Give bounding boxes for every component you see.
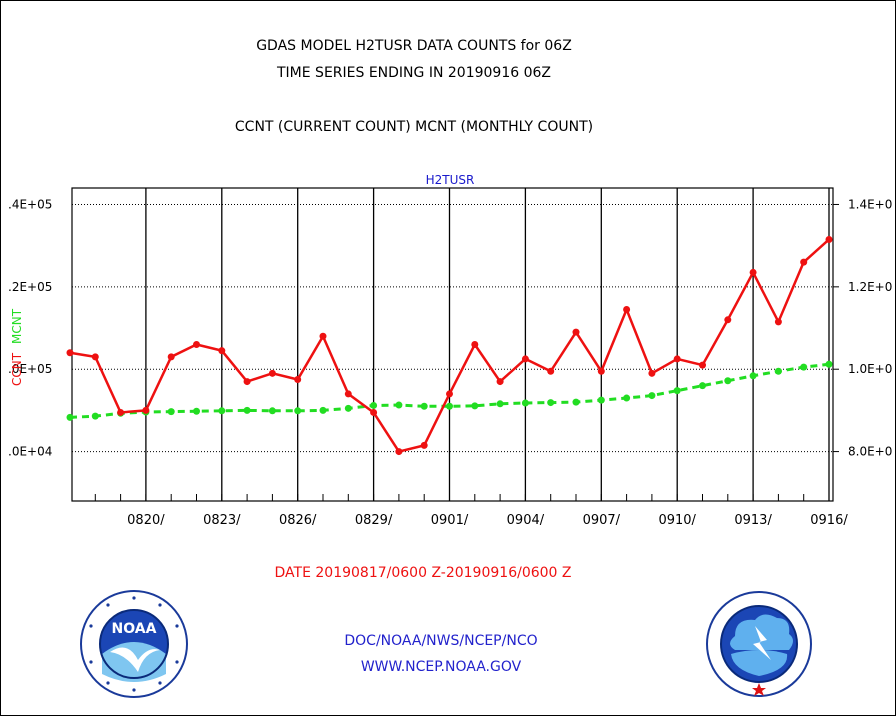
nws-logo bbox=[706, 591, 812, 697]
point-mcnt bbox=[724, 377, 732, 385]
point-mcnt bbox=[774, 367, 782, 375]
point-ccnt bbox=[749, 268, 757, 276]
point-ccnt bbox=[774, 318, 782, 326]
x-tick-label: 0826/ bbox=[279, 513, 317, 528]
x-tick-label: 0904/ bbox=[507, 513, 545, 528]
point-ccnt bbox=[547, 367, 555, 375]
point-ccnt bbox=[319, 332, 327, 340]
point-mcnt bbox=[167, 408, 175, 416]
point-mcnt bbox=[193, 407, 200, 415]
y-left-tick-label: .2E+05 bbox=[8, 280, 52, 294]
point-ccnt bbox=[648, 369, 656, 377]
point-ccnt bbox=[597, 367, 605, 375]
y-left-tick-label: .0E+05 bbox=[8, 362, 52, 376]
point-mcnt bbox=[243, 406, 251, 414]
point-mcnt bbox=[66, 413, 74, 421]
y-right-tick-label: 1.4E+0 bbox=[848, 197, 892, 211]
point-mcnt bbox=[749, 372, 757, 380]
point-mcnt bbox=[471, 402, 479, 410]
noaa-logo: NOAA bbox=[80, 590, 188, 698]
x-tick-label: 0913/ bbox=[734, 513, 772, 528]
point-mcnt bbox=[825, 360, 833, 368]
point-ccnt bbox=[446, 390, 453, 398]
x-tick-label: 0823/ bbox=[203, 513, 241, 528]
chart-subtitle: TIME SERIES ENDING IN 20190916 06Z bbox=[277, 65, 551, 81]
point-mcnt bbox=[370, 401, 378, 409]
point-mcnt bbox=[446, 402, 453, 410]
point-ccnt bbox=[800, 258, 808, 266]
point-ccnt bbox=[420, 441, 428, 449]
point-ccnt bbox=[66, 349, 74, 357]
org-path-label: DOC/NOAA/NWS/NCEP/NCO bbox=[344, 633, 538, 649]
x-tick-label: 0916/ bbox=[810, 513, 848, 528]
point-ccnt bbox=[623, 305, 631, 313]
point-ccnt bbox=[370, 408, 378, 416]
point-mcnt bbox=[294, 407, 302, 415]
point-ccnt bbox=[673, 355, 681, 363]
point-mcnt bbox=[496, 400, 504, 408]
point-ccnt bbox=[344, 390, 352, 398]
y-right-tick-label: 8.0E+0 bbox=[848, 445, 892, 459]
point-ccnt bbox=[193, 341, 200, 348]
y-right-tick-label: 1.2E+0 bbox=[848, 280, 892, 294]
y-left-tick-label: .4E+05 bbox=[8, 197, 52, 211]
y-right-tick-label: 1.0E+0 bbox=[848, 362, 892, 376]
point-ccnt bbox=[496, 378, 504, 386]
point-mcnt bbox=[91, 412, 99, 420]
point-mcnt bbox=[800, 363, 808, 371]
point-mcnt bbox=[699, 382, 706, 390]
point-ccnt bbox=[521, 355, 529, 363]
point-mcnt bbox=[420, 402, 428, 410]
point-ccnt bbox=[167, 353, 175, 361]
point-ccnt bbox=[243, 378, 251, 386]
point-ccnt bbox=[724, 316, 732, 324]
point-mcnt bbox=[344, 404, 352, 412]
y-axis-label-ccnt: CCNT bbox=[10, 352, 24, 386]
point-mcnt bbox=[319, 406, 327, 414]
point-ccnt bbox=[395, 448, 403, 456]
point-mcnt bbox=[648, 392, 656, 400]
point-ccnt bbox=[294, 376, 302, 384]
point-ccnt bbox=[142, 406, 150, 414]
point-mcnt bbox=[547, 399, 555, 407]
date-range-label: DATE 20190817/0600 Z-20190916/0600 Z bbox=[274, 565, 572, 581]
point-ccnt bbox=[572, 328, 580, 336]
x-tick-label: 0910/ bbox=[658, 513, 696, 528]
point-mcnt bbox=[218, 407, 226, 415]
point-ccnt bbox=[825, 235, 833, 243]
point-ccnt bbox=[471, 341, 479, 348]
point-mcnt bbox=[521, 399, 529, 407]
x-tick-label: 0829/ bbox=[355, 513, 393, 528]
point-mcnt bbox=[572, 398, 580, 406]
point-ccnt bbox=[218, 347, 226, 355]
point-mcnt bbox=[395, 401, 403, 409]
x-tick-label: 0820/ bbox=[127, 513, 165, 528]
point-ccnt bbox=[699, 361, 706, 369]
point-ccnt bbox=[268, 369, 276, 377]
x-tick-label: 0907/ bbox=[583, 513, 621, 528]
chart-title: GDAS MODEL H2TUSR DATA COUNTS for 06Z bbox=[256, 38, 572, 54]
series-description: CCNT (CURRENT COUNT) MCNT (MONTHLY COUNT… bbox=[234, 119, 594, 135]
y-left-tick-label: .0E+04 bbox=[8, 445, 52, 459]
noaa-logo-text: NOAA bbox=[112, 621, 157, 637]
point-mcnt bbox=[268, 407, 276, 415]
x-tick-label: 0901/ bbox=[431, 513, 469, 528]
point-ccnt bbox=[117, 408, 125, 416]
plot-title: H2TUSR bbox=[426, 173, 475, 187]
plot-frame bbox=[71, 187, 834, 502]
point-mcnt bbox=[623, 394, 631, 402]
point-mcnt bbox=[673, 387, 681, 395]
point-ccnt bbox=[91, 353, 99, 361]
y-axis-label-mcnt: MCNT bbox=[10, 308, 24, 344]
point-mcnt bbox=[597, 396, 605, 404]
ncep-url-link[interactable]: WWW.NCEP.NOAA.GOV bbox=[360, 659, 522, 675]
